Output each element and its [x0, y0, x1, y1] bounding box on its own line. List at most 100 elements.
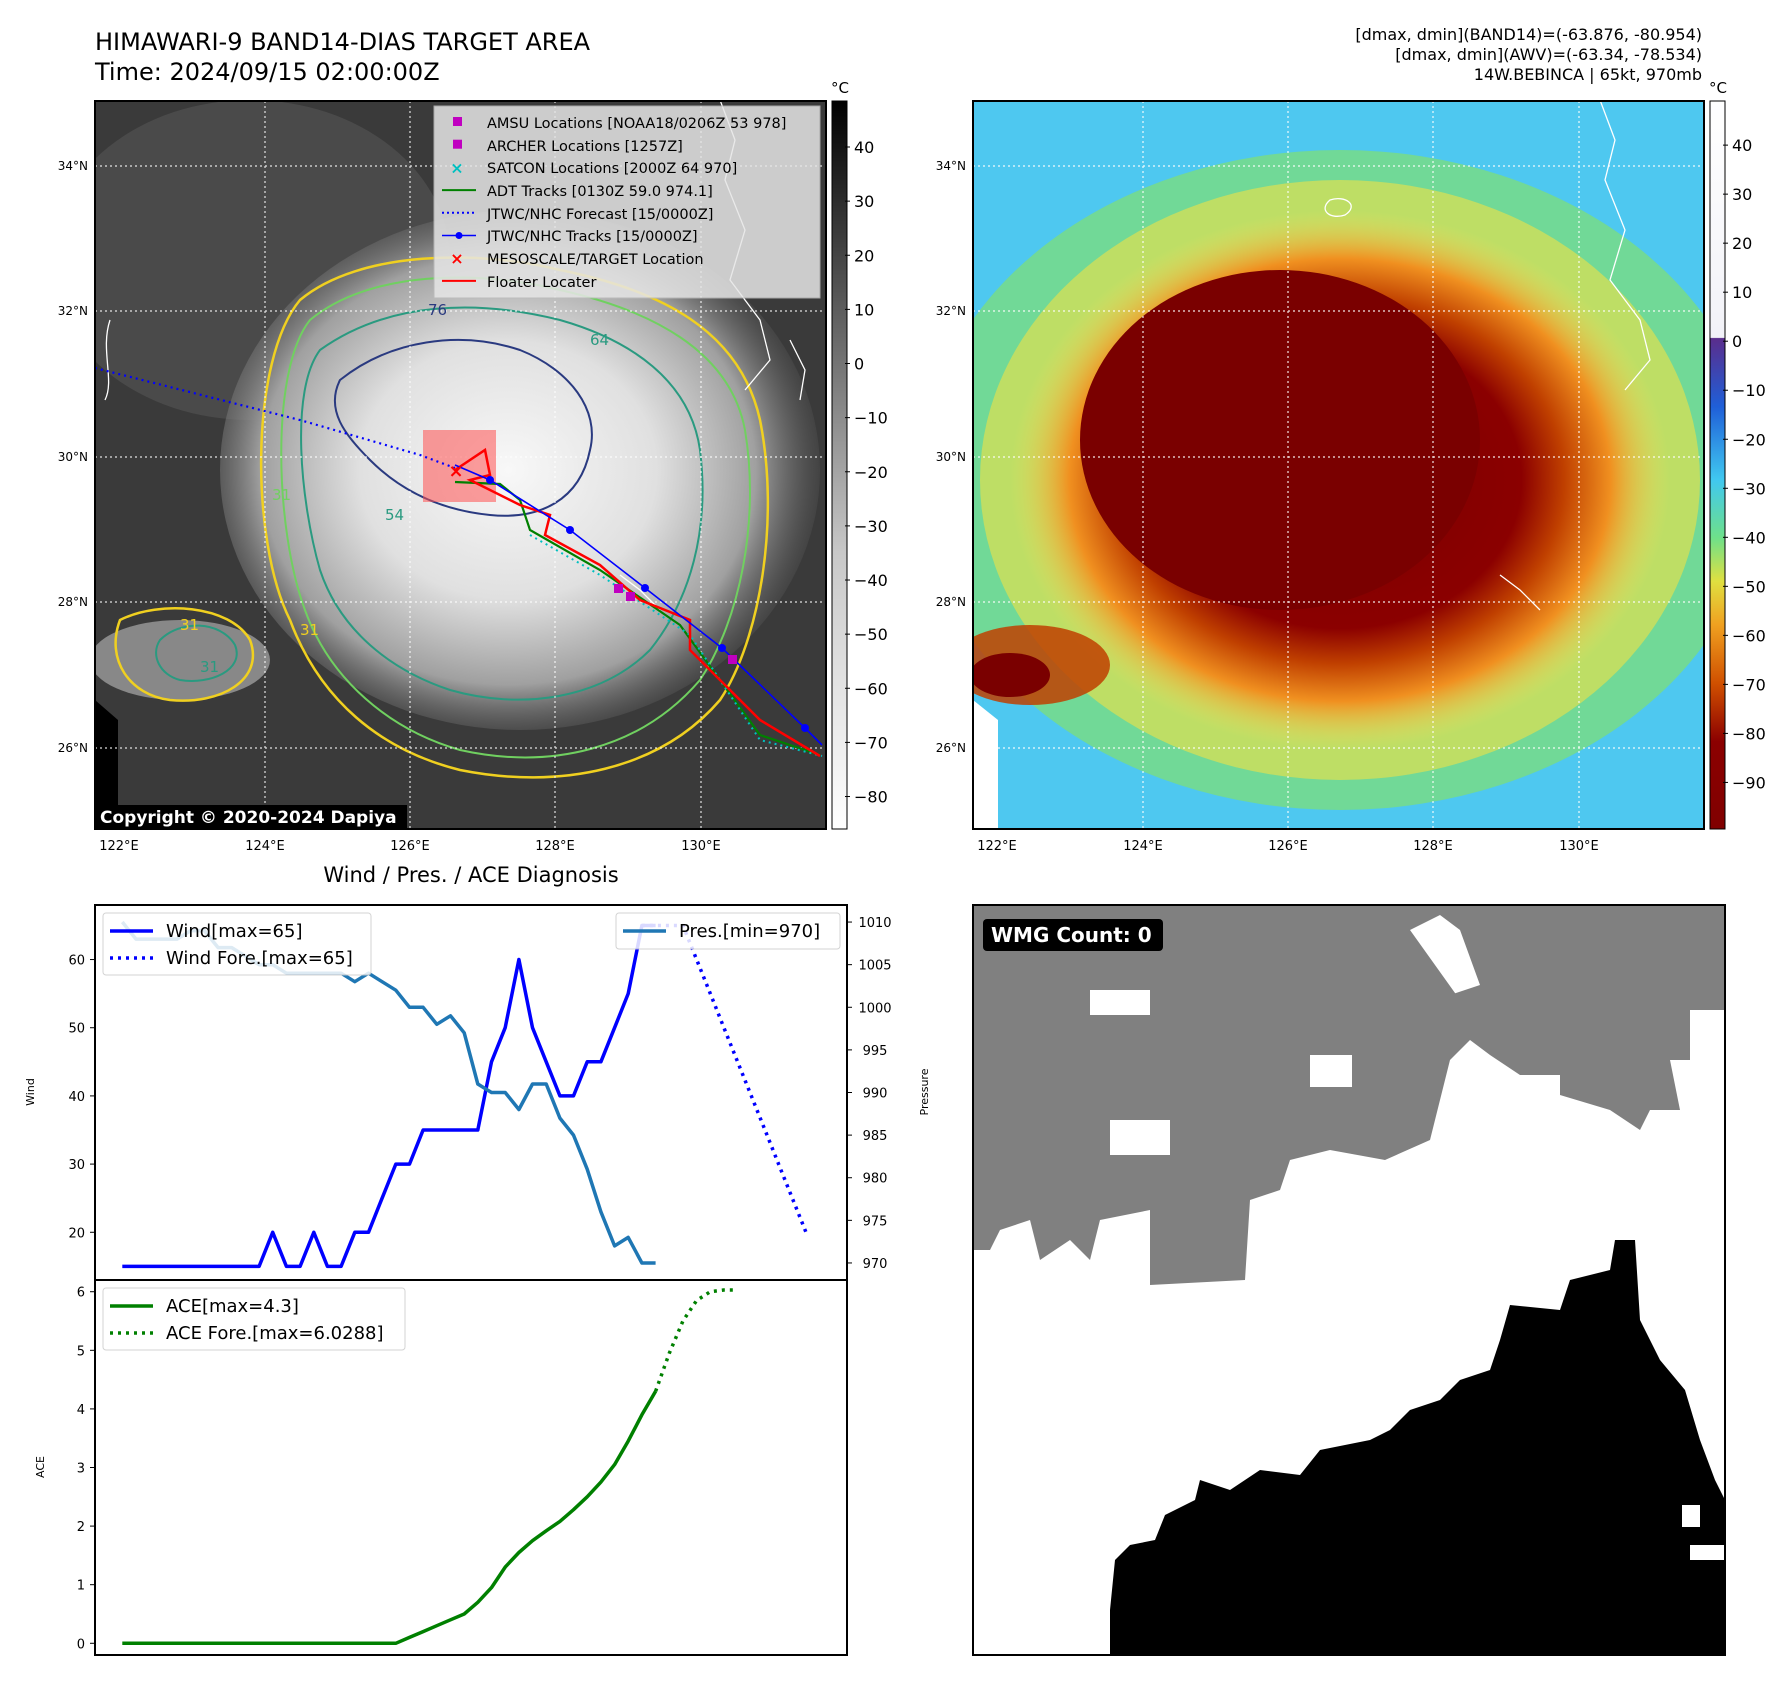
colorbar-tick-label: −50	[1732, 577, 1766, 596]
colorbar-tick-label: 30	[1732, 185, 1752, 204]
legend-ace: ACE[max=4.3]	[166, 1296, 299, 1317]
wind-pressure-chart: 20 30 40 50 60 970 975 980 985 990 995 1000 1005 1010…	[24, 904, 931, 1281]
y2-tick-label: 990	[863, 1087, 888, 1102]
lon-tick: 130°E	[1559, 839, 1599, 854]
colorbar-tick-label: −70	[1732, 675, 1766, 694]
ir-colorbar-unit: °C	[831, 79, 849, 97]
lat-tick: 32°N	[936, 304, 966, 318]
y2-tick-label: 995	[863, 1044, 888, 1059]
colorbar-tick-label: −50	[854, 625, 888, 644]
wind-series-line	[122, 923, 656, 1269]
colorbar-tick-label: −80	[1732, 724, 1766, 743]
jtwc-forecast-track	[95, 366, 456, 470]
lon-tick: 122°E	[99, 839, 139, 854]
ace-forecast-series-line	[653, 1288, 738, 1392]
ir-map-panel: × 76 64 54 31 31 31 31 Copyright © 2020-…	[58, 79, 888, 854]
colorbar-tick-label: −20	[854, 463, 888, 482]
y-tick-label: 20	[68, 1226, 85, 1241]
legend-windfc: Wind Fore.[max=65]	[166, 948, 353, 969]
contour-label: 31	[180, 616, 199, 634]
wmg-black-region	[1110, 1240, 1725, 1655]
contour-teal	[300, 306, 704, 701]
y-tick-label: 4	[77, 1403, 85, 1418]
lon-tick: 126°E	[390, 839, 430, 854]
wind-ylabel: Wind	[24, 1078, 37, 1106]
colorbar-tick-label: −30	[854, 517, 888, 536]
colorbar-tick-label: −80	[854, 788, 888, 807]
legend-satcon: SATCON Locations [2000Z 64 970]	[487, 161, 737, 177]
diag-title: Wind / Pres. / ACE Diagnosis	[323, 863, 618, 887]
contour-label: 64	[590, 331, 609, 349]
legend-wind: Wind[max=65]	[166, 921, 303, 942]
adt-track	[454, 480, 821, 757]
wmg-count: WMG Count: 0	[991, 923, 1152, 947]
colorbar-tick-label: 20	[1732, 234, 1752, 253]
contour-label: 31	[200, 658, 219, 676]
y2-tick-label: 985	[863, 1129, 888, 1144]
wmg-badge	[983, 919, 1163, 951]
colorbar-tick-label: 40	[1732, 136, 1752, 155]
y2-tick-label: 975	[863, 1214, 888, 1229]
legend-adt: ADT Tracks [0130Z 59.0 974.1]	[487, 184, 713, 200]
y2-tick-label: 970	[863, 1257, 888, 1272]
lon-tick: 122°E	[977, 839, 1017, 854]
lon-tick: 128°E	[1413, 839, 1453, 854]
y-tick-label: 50	[68, 1022, 85, 1037]
y2-tick-label: 1000	[858, 1001, 891, 1016]
colorbar-tick-label: −70	[854, 733, 888, 752]
colorbar-tick-label: 20	[854, 246, 874, 265]
colorbar-tick-label: −60	[1732, 626, 1766, 645]
y-tick-label: 60	[68, 954, 85, 969]
legend-marker-6	[442, 232, 476, 239]
pres-legend: Pres.[min=970]	[615, 912, 841, 950]
lat-tick: 34°N	[936, 159, 966, 173]
colorbar-tick-label: 0	[854, 355, 864, 374]
ace-legend: ACE[max=4.3] ACE Fore.[max=6.0288]	[102, 1287, 406, 1351]
y-tick-label: 2	[77, 1520, 85, 1535]
y-tick-label: 0	[77, 1637, 85, 1652]
legend-amsu: AMSU Locations [NOAA18/0206Z 53 978]	[487, 116, 786, 132]
lon-tick: 124°E	[245, 839, 285, 854]
colorbar-tick-label: 10	[854, 300, 874, 319]
legend-pres: Pres.[min=970]	[679, 921, 820, 942]
copyright-box	[95, 805, 407, 829]
legend-acefc: ACE Fore.[max=6.0288]	[166, 1323, 384, 1344]
legend-jtwc-forecast: JTWC/NHC Forecast [15/0000Z]	[486, 207, 713, 223]
ace-chart: 0 1 2 3 4 5 6 ACE ACE[max=4.3] ACE Fore.[max=6…	[34, 1279, 848, 1656]
legend-floater: Floater Locater	[487, 275, 596, 291]
ace-series-line	[122, 1390, 658, 1646]
map-legend: ×× AMSU Locations [NOAA18/0206Z 53 978] …	[433, 105, 821, 299]
contour-label: 31	[300, 621, 319, 639]
pres-ylabel: Pressure	[918, 1068, 931, 1115]
colorbar-tick-label: 10	[1732, 283, 1752, 302]
colorbar-tick-label: −40	[1732, 528, 1766, 547]
satcon-track	[529, 534, 823, 757]
lat-tick: 26°N	[58, 741, 88, 755]
legend-archer: ARCHER Locations [1257Z]	[487, 139, 683, 155]
wmg-panel: WMG Count: 0	[972, 904, 1726, 1656]
lat-tick: 34°N	[58, 159, 88, 173]
legend-target: MESOSCALE/TARGET Location	[487, 252, 704, 268]
lon-tick: 130°E	[681, 839, 721, 854]
wind-legend: Wind[max=65] Wind Fore.[max=65]	[102, 912, 372, 976]
contour-inner-navy	[333, 339, 593, 517]
y-tick-label: 5	[77, 1344, 85, 1359]
lat-tick: 30°N	[936, 450, 966, 464]
lon-tick: 126°E	[1268, 839, 1308, 854]
lat-tick: 32°N	[58, 304, 88, 318]
target-marker: ×	[448, 461, 463, 482]
ace-ylabel: ACE	[34, 1456, 47, 1478]
colorbar-tick-label: −10	[854, 409, 888, 428]
colorbar-tick-label: 30	[854, 192, 874, 211]
contour-label: 54	[385, 506, 404, 524]
y2-tick-label: 980	[863, 1172, 888, 1187]
lat-tick: 28°N	[936, 595, 966, 609]
legend-marker-2	[453, 139, 462, 149]
y-tick-label: 30	[68, 1158, 85, 1173]
lat-tick: 26°N	[936, 741, 966, 755]
ir-colorbar: °C 40 30 20 10 0 −10 −20 −30 −40 −50 −60 −70 −80	[831, 79, 888, 830]
storm-info: 14W.BEBINCA | 65kt, 970mb	[1474, 65, 1702, 84]
legend-jtwc-tracks: JTWC/NHC Tracks [15/0000Z]	[486, 229, 698, 245]
color-colorbar-unit: °C	[1709, 79, 1727, 97]
